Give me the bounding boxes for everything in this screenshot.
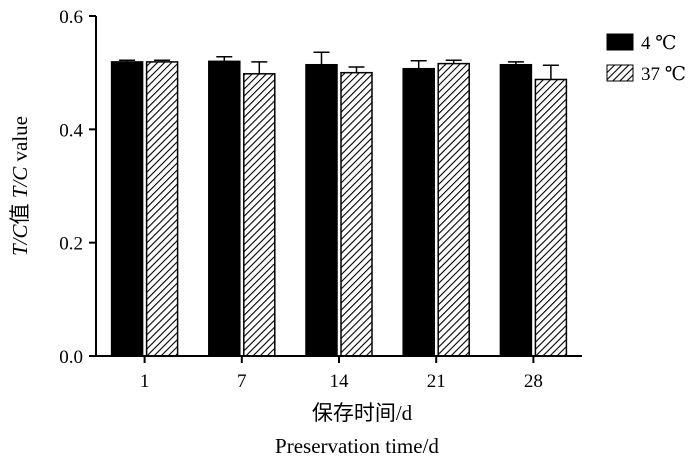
bar-37c-day-1 (145, 61, 179, 357)
x-axis-title-en: Preservation time/d (275, 434, 439, 458)
bar-4c-day-21 (402, 67, 435, 357)
legend-swatch-4c (606, 33, 634, 51)
y-axis-title: T/C值 T/C value (8, 116, 32, 256)
y-axis: 0.0 0.2 0.4 0.6 (59, 7, 97, 368)
x-tick-label-1: 1 (140, 371, 150, 392)
bar-4c-day-28 (499, 63, 533, 357)
x-tick-label-21: 21 (427, 371, 446, 392)
bar-4c-day-7 (208, 60, 241, 357)
bars-group (110, 51, 568, 357)
y-axis-title-italic-2: T/C (8, 166, 32, 199)
x-tick-label-28: 28 (524, 371, 543, 392)
bar-4c-day-1 (110, 61, 144, 357)
legend-label-4c: 4 ℃ (641, 33, 677, 54)
x-tick-label-14: 14 (330, 371, 350, 392)
bar-37c-day-21 (437, 62, 470, 357)
x-axis-title-cn: 保存时间/d (312, 401, 413, 425)
bar-37c-day-7 (243, 73, 276, 357)
y-axis-title-cn: 值 (8, 198, 32, 224)
y-tick-label-0.6: 0.6 (59, 7, 83, 28)
legend-swatch-37c (606, 64, 634, 82)
x-axis: 1 7 14 21 28 (96, 355, 582, 392)
y-tick-label-0.0: 0.0 (59, 347, 83, 368)
y-axis-title-rest: value (8, 116, 32, 167)
bar-37c-day-28 (534, 78, 568, 357)
legend: 4 ℃ 37 ℃ (606, 33, 686, 85)
bar-4c-day-14 (305, 63, 338, 357)
y-tick-label-0.4: 0.4 (59, 120, 83, 141)
y-tick-label-0.2: 0.2 (59, 234, 83, 255)
legend-label-37c: 37 ℃ (641, 64, 686, 85)
bar-37c-day-14 (340, 71, 373, 357)
y-axis-title-italic-1: T/C (8, 224, 32, 257)
x-tick-label-7: 7 (237, 371, 247, 392)
